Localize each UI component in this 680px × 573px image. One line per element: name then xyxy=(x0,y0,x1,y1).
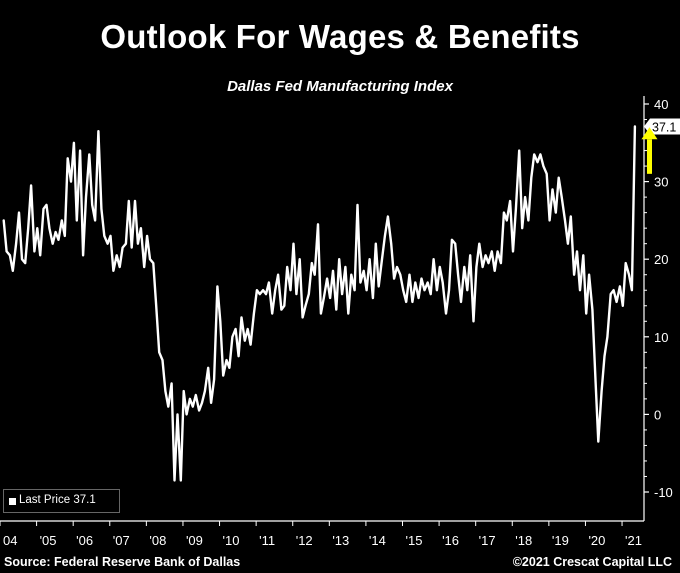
last-value-label: 37.1 xyxy=(652,121,676,135)
x-tick-label-'09: '09 xyxy=(186,533,203,548)
chart-subtitle: Dallas Fed Manufacturing Index xyxy=(227,78,453,95)
y-tick-label-0: 0 xyxy=(654,407,661,422)
x-tick-label-'08: '08 xyxy=(149,533,166,548)
yellow-arrow-icon xyxy=(641,127,658,140)
y-tick-label-10: 10 xyxy=(654,330,668,345)
x-tick-label-'20: '20 xyxy=(588,533,605,548)
copyright-note: ©2021 Crescat Capital LLC xyxy=(512,555,672,569)
x-tick-label-'10: '10 xyxy=(223,533,240,548)
last-value-marker xyxy=(644,118,680,135)
x-tick-label-'18: '18 xyxy=(515,533,532,548)
source-note: Source: Federal Reserve Bank of Dallas xyxy=(4,555,241,569)
y-tick-label-30: 30 xyxy=(654,175,668,190)
x-tick-label-'12: '12 xyxy=(296,533,313,548)
x-tick-label-'07: '07 xyxy=(113,533,130,548)
x-tick-label-'13: '13 xyxy=(332,533,349,548)
x-tick-label-'11: '11 xyxy=(259,533,275,548)
y-tick-label--10: -10 xyxy=(654,485,673,500)
footer: Source: Federal Reserve Bank of Dallas ©… xyxy=(0,551,680,573)
x-tick-label-04: 04 xyxy=(3,533,17,548)
x-tick-label-'15: '15 xyxy=(406,533,423,548)
x-tick-label-'17: '17 xyxy=(479,533,496,548)
x-tick-label-'19: '19 xyxy=(552,533,569,548)
legend-swatch xyxy=(9,498,16,505)
x-tick-label-'06: '06 xyxy=(76,533,93,548)
x-tick-label-'05: '05 xyxy=(40,533,57,548)
y-tick-label-20: 20 xyxy=(654,252,668,267)
legend: Last Price 37.1 xyxy=(3,489,120,513)
chart-title: Outlook For Wages & Benefits xyxy=(100,18,580,55)
x-tick-label-'21: '21 xyxy=(625,533,642,548)
y-tick-label-40: 40 xyxy=(654,97,668,112)
series-line-0 xyxy=(2,125,637,482)
x-tick-label-'16: '16 xyxy=(442,533,459,548)
x-tick-label-'14: '14 xyxy=(369,533,386,548)
legend-label: Last Price 37.1 xyxy=(19,494,96,506)
